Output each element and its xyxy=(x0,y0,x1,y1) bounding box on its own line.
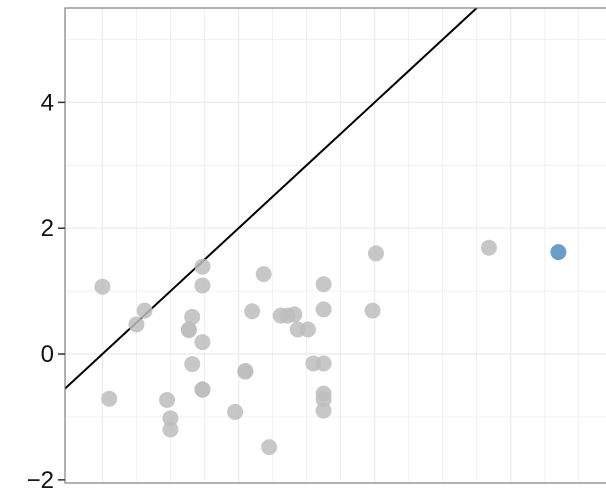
data-point xyxy=(184,356,201,373)
grid-lines xyxy=(65,8,606,483)
data-point xyxy=(315,355,332,372)
data-point xyxy=(299,321,316,338)
highlight-point xyxy=(550,244,567,261)
data-point xyxy=(315,391,332,408)
data-point xyxy=(244,303,261,320)
data-point xyxy=(194,381,211,398)
data-point xyxy=(364,302,381,319)
y-axis-ticks: −2 0 2 4 xyxy=(27,89,65,492)
data-point xyxy=(194,334,211,351)
data-point xyxy=(237,363,254,380)
data-point xyxy=(128,316,145,333)
plot-panel-border xyxy=(64,7,606,484)
y-tick-label: 2 xyxy=(41,215,54,242)
data-point xyxy=(101,390,118,407)
y-tick-label: −2 xyxy=(27,467,54,492)
identity-reference-line xyxy=(64,7,478,390)
data-point xyxy=(315,402,332,419)
data-point xyxy=(184,308,201,325)
data-point xyxy=(255,266,272,283)
data-point xyxy=(286,306,303,323)
data-point xyxy=(159,391,176,408)
data-point xyxy=(136,302,153,319)
data-point xyxy=(180,321,197,338)
y-tick-label: 4 xyxy=(41,89,54,116)
y-tick-label: 0 xyxy=(41,341,54,368)
data-point xyxy=(315,301,332,318)
data-point xyxy=(315,276,332,293)
data-point xyxy=(480,239,497,256)
data-point xyxy=(194,277,211,294)
data-point xyxy=(162,410,179,427)
data-point xyxy=(194,258,211,275)
data-point xyxy=(227,403,244,420)
data-points xyxy=(94,239,567,456)
data-point xyxy=(162,421,179,438)
data-point xyxy=(367,245,384,262)
data-point xyxy=(94,278,111,295)
data-point xyxy=(261,439,278,456)
